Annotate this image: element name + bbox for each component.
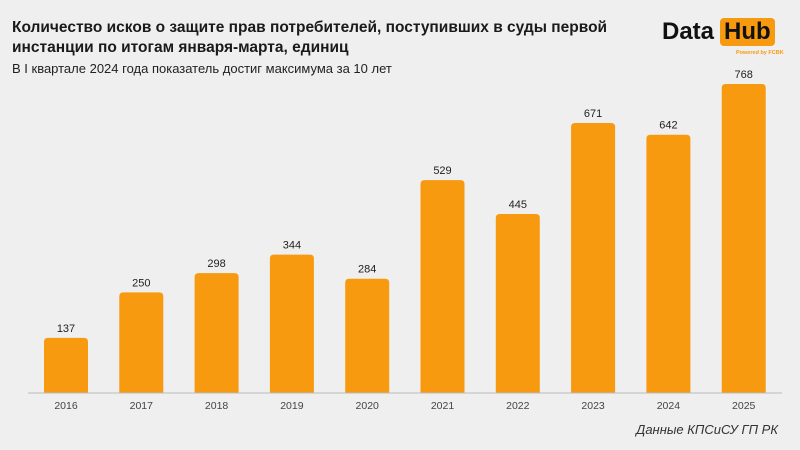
x-tick-label: 2018 bbox=[205, 400, 229, 412]
data-label: 529 bbox=[433, 165, 451, 177]
chart-title: Количество исков о защите прав потребите… bbox=[12, 19, 608, 56]
x-tick-label: 2016 bbox=[54, 400, 78, 412]
x-tick-label: 2024 bbox=[657, 400, 681, 412]
x-tick-label: 2020 bbox=[356, 400, 380, 412]
logo-hub: Hub bbox=[720, 18, 775, 46]
bar bbox=[194, 273, 239, 393]
x-tick-label: 2023 bbox=[581, 400, 605, 412]
bar bbox=[571, 123, 616, 393]
datahub-logo: Data Hub bbox=[662, 18, 775, 46]
chart-header: Количество исков о защите прав потребите… bbox=[12, 18, 642, 77]
data-label: 768 bbox=[735, 69, 753, 81]
chart-subtitle: В I квартале 2024 года показатель достиг… bbox=[12, 61, 392, 76]
bar bbox=[44, 337, 88, 393]
x-tick-label: 2021 bbox=[431, 400, 455, 412]
data-label: 642 bbox=[659, 120, 677, 132]
x-tick-label: 2017 bbox=[130, 400, 154, 412]
data-label: 344 bbox=[283, 240, 301, 252]
x-tick-label: 2022 bbox=[506, 400, 530, 412]
logo-powered: Powered by FCBK bbox=[736, 50, 784, 56]
bar bbox=[495, 213, 540, 393]
bar bbox=[119, 292, 164, 393]
bar bbox=[721, 84, 766, 393]
data-label: 250 bbox=[132, 277, 150, 289]
data-label: 137 bbox=[57, 323, 75, 335]
bar bbox=[345, 278, 390, 393]
bar bbox=[646, 134, 691, 393]
data-label: 671 bbox=[584, 108, 602, 120]
data-label: 298 bbox=[207, 258, 225, 270]
data-label: 284 bbox=[358, 264, 376, 276]
data-label: 445 bbox=[509, 199, 527, 211]
x-tick-label: 2019 bbox=[280, 400, 304, 412]
bar bbox=[420, 180, 465, 393]
bar bbox=[269, 254, 314, 393]
x-tick-label: 2025 bbox=[732, 400, 756, 412]
logo-data: Data bbox=[662, 18, 715, 45]
source-note: Данные КПСиСУ ГП РК bbox=[636, 422, 778, 437]
